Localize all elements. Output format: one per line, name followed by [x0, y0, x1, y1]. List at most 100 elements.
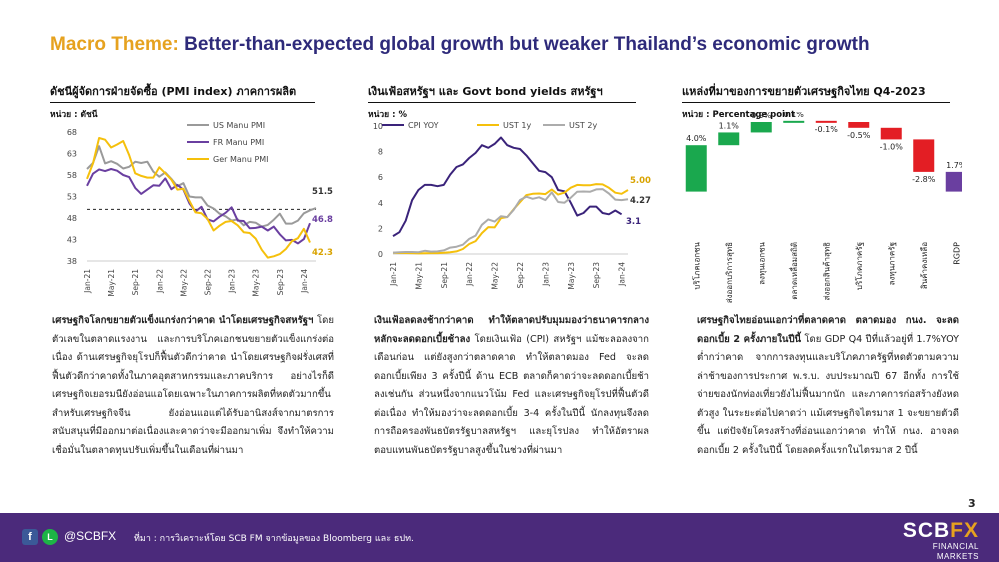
x-tick-label: Sep-22	[516, 262, 525, 289]
series-line-ger-manu-pmi	[86, 137, 311, 259]
category-label: สินค้าคงเหลือ	[920, 242, 929, 289]
category-label: ลงทุนเอกชน	[757, 241, 766, 284]
y-tick-label: 58	[67, 171, 77, 180]
legend-label: FR Manu PMI	[213, 138, 264, 147]
paragraph-lead: เศรษฐกิจไทยอ่อนแอกว่าที่ตลาดคาด ตลาดมอง …	[697, 315, 959, 345]
x-tick-label: May-22	[179, 269, 188, 297]
bar-value-label: 0.1%	[784, 112, 805, 119]
x-tick-label: May-23	[567, 262, 576, 290]
waterfall-bar	[685, 145, 707, 192]
x-tick-label: Jan-22	[155, 269, 164, 294]
gdp-unit: หน่วย : Percentage point	[682, 110, 796, 120]
facebook-icon[interactable]: f	[22, 529, 38, 545]
x-tick-label: Jan-21	[83, 269, 92, 294]
bar-value-label: 4.0%	[686, 134, 707, 143]
waterfall-bar	[880, 127, 902, 140]
category-label: บริโภคเอกชน	[691, 241, 701, 289]
x-tick-label: Sep-21	[131, 269, 140, 296]
paragraph-body: โดยตัวเลขในตลาดแรงงาน และการบริโภคเอกชนข…	[52, 315, 334, 456]
scbfx-logo: SCBFX FINANCIAL MARKETS	[903, 520, 979, 562]
pmi-chart-title: ดัชนีผู้จัดการฝ่ายจัดซื้อ (PMI index) ภา…	[50, 82, 315, 103]
inflation-chart-title: เงินเฟ้อสหรัฐฯ และ Govt bond yields สหรั…	[368, 82, 636, 103]
x-tick-label: Sep-23	[276, 269, 285, 296]
x-tick-label: Jan-21	[389, 262, 398, 287]
end-value-label: 51.5	[312, 187, 333, 197]
end-value-label: 5.00	[630, 176, 651, 186]
paragraph-lead: เศรษฐกิจโลกขยายตัวแข็งแกร่งกว่าคาด นำโดย…	[52, 315, 314, 326]
y-tick-label: 38	[67, 257, 77, 266]
category-label: บริโภคภาครัฐ	[854, 242, 864, 290]
logo-line2: MARKETS	[936, 552, 979, 561]
y-tick-label: 10	[373, 122, 383, 131]
bar-value-label: 0.9%	[751, 112, 772, 120]
end-value-label: 42.3	[312, 248, 333, 258]
bar-value-label: -1.0%	[880, 142, 904, 151]
y-tick-label: 8	[378, 148, 383, 157]
y-tick-label: 48	[67, 214, 77, 223]
y-tick-label: 4	[378, 199, 383, 208]
legend-label: US Manu PMI	[213, 121, 265, 130]
source-note: ที่มา : การวิเคราะห์โดย SCB FM จากข้อมูล…	[134, 534, 414, 544]
series-line-us-manu-pmi	[86, 145, 317, 228]
line-icon[interactable]: L	[42, 529, 58, 545]
waterfall-bar	[750, 122, 772, 133]
bar-value-label: 1.1%	[719, 121, 740, 130]
x-tick-label: May-21	[414, 262, 423, 290]
x-tick-label: Jan-22	[465, 262, 474, 287]
page-title: Macro Theme: Better-than-expected global…	[50, 34, 870, 56]
end-value-label: 4.27	[630, 196, 651, 206]
paragraph-lead: เงินเฟ้อลดลงช้ากว่าคาด ทำให้ตลาดปรับมุมม…	[374, 315, 649, 345]
paragraph-body: โดยเงินเฟ้อ (CPI) สหรัฐฯ แม้ชะลอลงจากเดื…	[374, 333, 649, 456]
series-line-cpi-yoy	[392, 136, 623, 237]
x-tick-label: Sep-22	[204, 269, 213, 296]
x-tick-label: May-23	[252, 269, 261, 297]
category-label: ส่งออกสินค้าสุทธิ	[822, 242, 831, 301]
end-value-label: 46.8	[312, 215, 333, 225]
end-value-label: 3.1	[626, 217, 641, 227]
category-label: ส่งออกบริการสุทธิ	[725, 242, 734, 303]
x-tick-label: May-21	[107, 269, 116, 297]
x-tick-label: Jan-23	[541, 262, 550, 287]
bar-value-label: -2.8%	[912, 175, 936, 184]
gdp-panel: แหล่งที่มาของการขยายตัวเศรษฐกิจไทย Q4-20…	[682, 82, 950, 121]
x-tick-label: May-22	[491, 262, 500, 290]
paragraph-thai-economy: เศรษฐกิจไทยอ่อนแอกว่าที่ตลาดคาด ตลาดมอง …	[697, 312, 959, 460]
page-number: 3	[968, 497, 976, 510]
logo-accent: FX	[950, 519, 979, 542]
y-tick-label: 53	[67, 193, 77, 202]
y-tick-label: 2	[378, 224, 383, 233]
pmi-panel: ดัชนีผู้จัดการฝ่ายจัดซื้อ (PMI index) ภา…	[50, 82, 315, 121]
waterfall-bar	[945, 171, 962, 192]
paragraph-inflation: เงินเฟ้อลดลงช้ากว่าคาด ทำให้ตลาดปรับมุมม…	[374, 312, 649, 460]
series-line-ust-1y	[392, 183, 629, 255]
y-tick-label: 0	[378, 250, 383, 259]
legend-label: UST 1y	[503, 121, 531, 130]
waterfall-bar	[913, 139, 935, 172]
social-handle: @SCBFX	[64, 529, 117, 543]
legend-label: Ger Manu PMI	[213, 155, 269, 164]
title-highlight: Macro Theme:	[50, 34, 179, 55]
logo-main: SCB	[902, 519, 951, 542]
inflation-unit: หน่วย : %	[368, 110, 408, 120]
pmi-chart: 68 63 58 53 48 43 38 Jan-21 May-21 Sep-21 Jan-22 Ma…	[67, 121, 333, 297]
x-tick-label: Jan-24	[618, 262, 627, 287]
category-label: ลงทุนภาครัฐ	[887, 242, 896, 285]
social-icons: f L	[22, 529, 58, 545]
waterfall-bar	[783, 120, 805, 123]
gdp-chart: 4.0% บริโภคเอกชน 1.1% ส่งออกบริการสุทธิ 0.9%…	[685, 112, 962, 303]
bar-value-label: 1.7%	[946, 161, 962, 170]
footer-bar: f L @SCBFX ที่มา : การวิเคราะห์โดย SCB F…	[0, 513, 999, 562]
series-line-ust-2y	[392, 188, 629, 254]
logo-line1: FINANCIAL	[932, 542, 979, 551]
series-line-fr-manu-pmi	[86, 168, 311, 245]
bar-value-label: -0.5%	[847, 131, 871, 140]
title-rest: Better-than-expected global growth but w…	[184, 34, 870, 55]
paragraph-global-growth: เศรษฐกิจโลกขยายตัวแข็งแกร่งกว่าคาด นำโดย…	[52, 312, 334, 460]
category-label: RGDP	[952, 242, 961, 265]
waterfall-bar	[848, 122, 870, 128]
gdp-chart-title: แหล่งที่มาของการขยายตัวเศรษฐกิจไทย Q4-20…	[682, 82, 950, 103]
x-tick-label: Sep-21	[440, 262, 449, 289]
waterfall-bar	[718, 132, 740, 146]
bar-value-label: -0.1%	[815, 125, 839, 134]
waterfall-bar	[815, 120, 837, 123]
